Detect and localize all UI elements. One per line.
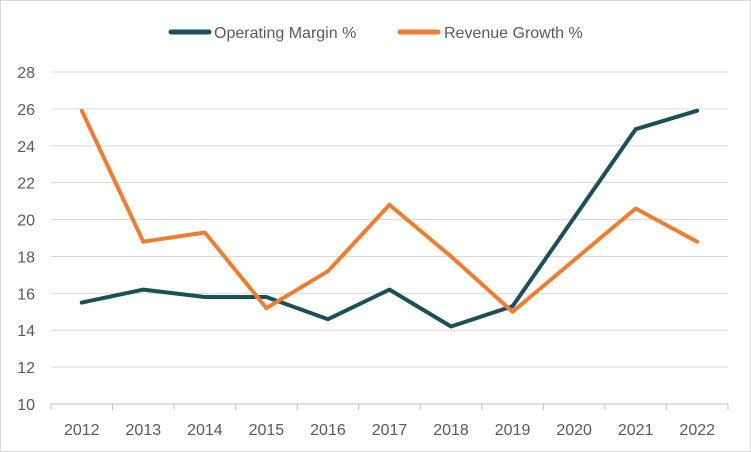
x-tick-label: 2014 [187, 422, 223, 439]
data-point [635, 128, 637, 130]
data-point [265, 296, 267, 298]
y-tick-label: 18 [17, 249, 35, 266]
x-tick-label: 2018 [433, 422, 469, 439]
data-point [142, 289, 144, 291]
data-point [635, 207, 637, 209]
y-tick-label: 20 [17, 213, 35, 230]
data-point [573, 217, 575, 219]
x-axis [50, 403, 729, 410]
data-point [142, 241, 144, 243]
data-point [450, 255, 452, 257]
data-point [450, 326, 452, 328]
data-point [81, 302, 83, 304]
data-point [81, 110, 83, 112]
data-point [204, 231, 206, 233]
y-tick-label: 24 [17, 139, 35, 156]
data-point [389, 289, 390, 291]
y-axis-ticks: 10 12 14 16 18 20 22 24 26 28 [17, 65, 35, 414]
data-point [265, 307, 267, 309]
y-tick-label: 22 [17, 176, 35, 193]
data-point [696, 241, 698, 243]
legend-item-operating-margin: Operating Margin % [168, 25, 356, 42]
x-tick-label: 2016 [310, 422, 346, 439]
gridlines [51, 71, 728, 368]
y-tick-label: 10 [17, 397, 35, 414]
y-tick-label: 14 [17, 323, 35, 340]
x-axis-ticks: 2012 2013 2014 2015 2016 2017 2018 2019 2020 2021… [64, 422, 715, 439]
data-point [327, 270, 329, 272]
x-tick-label: 2022 [679, 422, 715, 439]
x-tick-label: 2020 [556, 422, 592, 439]
x-tick-label: 2021 [618, 422, 654, 439]
y-tick-label: 26 [17, 102, 35, 119]
data-point [389, 204, 390, 206]
legend-label-revenue-growth: Revenue Growth % [444, 25, 583, 42]
x-tick-label: 2017 [372, 422, 408, 439]
y-tick-label: 28 [17, 65, 35, 82]
x-tick-label: 2013 [126, 422, 162, 439]
series-line-operating-margin [79, 108, 700, 329]
series-lines [79, 108, 700, 329]
legend: Operating Margin % Revenue Growth % [168, 25, 583, 42]
data-point [512, 311, 514, 313]
y-tick-label: 12 [17, 360, 35, 377]
x-tick-label: 2012 [64, 422, 100, 439]
data-point [327, 318, 329, 320]
x-tick-label: 2015 [249, 422, 285, 439]
legend-label-operating-margin: Operating Margin % [214, 25, 356, 42]
series-line-revenue-growth [79, 108, 700, 314]
data-point [204, 296, 206, 298]
legend-item-revenue-growth: Revenue Growth % [397, 25, 583, 42]
data-point [512, 305, 514, 307]
data-point [696, 110, 698, 112]
x-tick-label: 2019 [495, 422, 531, 439]
y-tick-label: 16 [17, 286, 35, 303]
data-point [573, 259, 575, 261]
